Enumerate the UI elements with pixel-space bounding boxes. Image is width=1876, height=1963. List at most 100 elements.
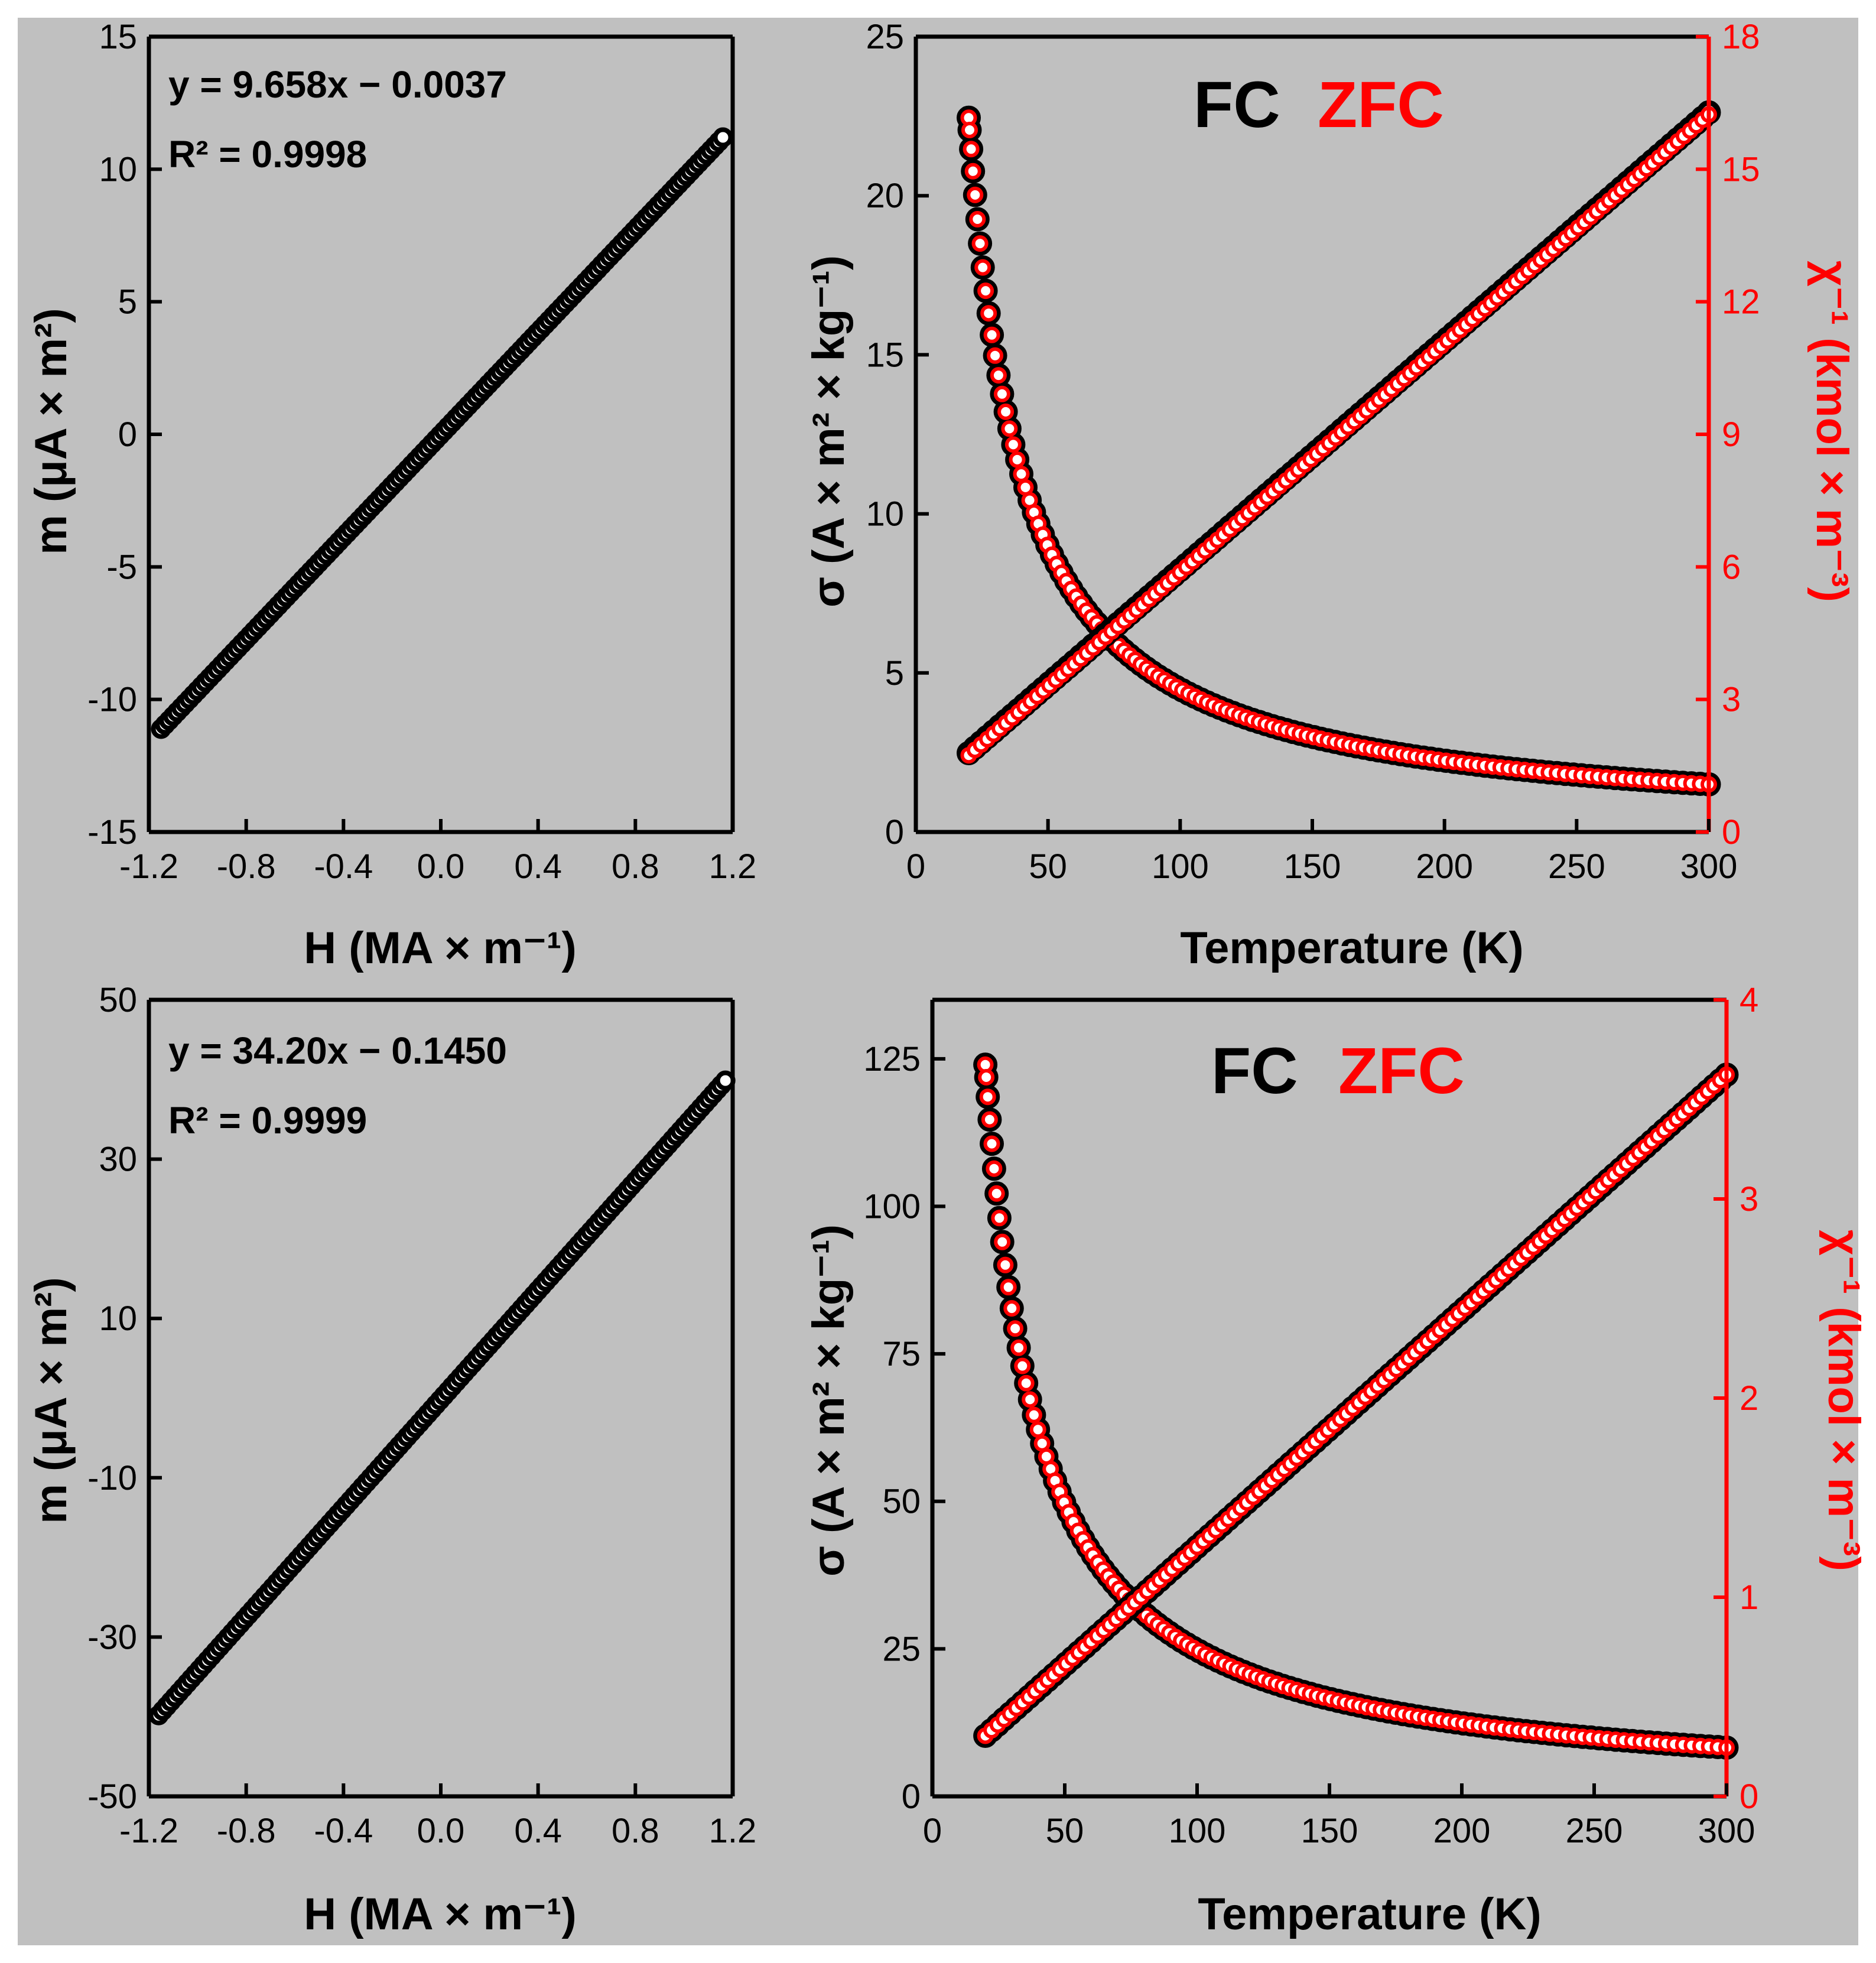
p3-y-tick-label: 10 xyxy=(99,1299,137,1338)
p2-series-1-point xyxy=(969,211,986,228)
p1-axes: -1.2 -0.8 -0.4 0.0 0.4 0.8 1.2 -15 -10 -5 0 5 10 15 xyxy=(87,18,756,886)
p4-series-1-point xyxy=(1010,1339,1028,1356)
p4-series-1-point xyxy=(1033,1435,1051,1452)
p3-y-tick-label: -30 xyxy=(87,1618,137,1656)
p4-marks xyxy=(973,1052,1739,1760)
p2-x-tick-label: 150 xyxy=(1284,847,1341,886)
p1-y-tick-label: -15 xyxy=(87,813,137,852)
p1-x-tick-label: 0.4 xyxy=(514,847,562,886)
p3-x-axis-label: H (MA × m⁻¹) xyxy=(304,1889,577,1939)
p1-fit-equation: y = 9.658x − 0.0037 xyxy=(168,63,507,106)
p2-series-1-point xyxy=(993,385,1010,402)
p3-x-tick-label: 0.4 xyxy=(514,1812,562,1850)
panel-top-left: -1.2 -0.8 -0.4 0.0 0.4 0.8 1.2 -15 -10 -5 0 5 10 15 y… xyxy=(26,18,756,973)
p2-series-1-point xyxy=(1017,479,1034,496)
p1-x-tick-label: -0.4 xyxy=(314,847,373,886)
p1-y-tick-label: 15 xyxy=(99,18,137,56)
p2-legend-zfc: ZFC xyxy=(1318,69,1444,141)
p2-series-1-point xyxy=(1004,436,1022,453)
p4-series-1-point xyxy=(983,1135,1000,1152)
p4-x-tick-label: 50 xyxy=(1046,1812,1084,1850)
p2-right-tick-label: 9 xyxy=(1722,415,1741,454)
p4-series-1-point xyxy=(991,1210,1008,1227)
p4-legend-fc: FC xyxy=(1211,1035,1298,1107)
p4-series-1-point xyxy=(997,1256,1014,1273)
p1-x-tick-label: 0.8 xyxy=(612,847,659,886)
p4-y-tick-label: 100 xyxy=(863,1187,921,1226)
p1-y-tick-label: 10 xyxy=(99,150,137,188)
p4-series-1-point xyxy=(981,1111,998,1128)
p4-x-axis-label: Temperature (K) xyxy=(1198,1889,1541,1939)
p4-y-tick-label: 125 xyxy=(863,1040,921,1078)
p1-x-axis-label: H (MA × m⁻¹) xyxy=(304,923,577,973)
figure-background xyxy=(18,18,1858,1945)
p1-y-tick-label: 5 xyxy=(118,283,137,321)
p2-series-1-point xyxy=(964,162,981,180)
p1-x-tick-label: -0.8 xyxy=(217,847,276,886)
p4-right-tick-label: 0 xyxy=(1740,1777,1758,1816)
p4-y-tick-label: 75 xyxy=(882,1335,921,1373)
p2-series-1-point xyxy=(990,367,1007,384)
p3-marks xyxy=(148,1070,736,1725)
p4-series-1-point xyxy=(979,1088,996,1106)
p2-right-tick-label: 3 xyxy=(1722,681,1741,719)
p2-y-tick-label: 10 xyxy=(866,495,904,534)
p2-right-tick-label: 0 xyxy=(1722,813,1741,852)
p2-right-axis-label: χ⁻¹ (kmol × m⁻³) xyxy=(1807,261,1857,602)
p4-x-tick-label: 200 xyxy=(1433,1812,1491,1850)
p4-series-1-point xyxy=(1000,1279,1017,1296)
p3-r-squared: R² = 0.9999 xyxy=(168,1099,367,1142)
p3-axes: -1.2 -0.8 -0.4 0.0 0.4 0.8 1.2 -50 -30 -10 10 30 50 xyxy=(87,981,756,1850)
p2-series-1-point xyxy=(987,347,1004,364)
p2-x-tick-label: 100 xyxy=(1152,847,1209,886)
p4-series-1-point xyxy=(1003,1300,1020,1317)
p2-y-tick-label: 15 xyxy=(866,336,904,374)
p4-right-tick-label: 1 xyxy=(1740,1578,1758,1617)
p3-x-tick-label: 0.8 xyxy=(612,1812,659,1850)
p2-y-tick-label: 0 xyxy=(885,813,904,852)
p2-series-1-point xyxy=(977,282,994,300)
p4-legend-zfc: ZFC xyxy=(1338,1035,1465,1107)
p2-y-axis-label: σ (A × m² × kg⁻¹) xyxy=(804,255,854,607)
p3-x-tick-label: -1.2 xyxy=(119,1812,178,1850)
p1-x-tick-label: 0.0 xyxy=(417,847,465,886)
p4-x-tick-label: 300 xyxy=(1698,1812,1755,1850)
p2-marks xyxy=(957,100,1721,797)
p4-right-axis-label: χ⁻¹ (kmol × m⁻³) xyxy=(1819,1230,1869,1571)
p2-series-1-point xyxy=(980,305,997,322)
p1-r-squared: R² = 0.9998 xyxy=(168,133,367,176)
p2-x-tick-label: 0 xyxy=(906,847,925,886)
p3-y-axis-label: m (μA × m²) xyxy=(26,1277,76,1523)
p2-series-1-point xyxy=(1013,466,1030,483)
p2-x-tick-label: 250 xyxy=(1548,847,1605,886)
p4-series-1-point xyxy=(1025,1406,1042,1424)
p4-y-tick-label: 25 xyxy=(882,1630,921,1668)
p4-x-tick-label: 100 xyxy=(1169,1812,1226,1850)
p4-y-tick-label: 50 xyxy=(882,1483,921,1521)
p2-right-tick-label: 18 xyxy=(1722,18,1760,56)
p3-x-tick-label: 0.0 xyxy=(417,1812,465,1850)
p4-y-tick-label: 0 xyxy=(902,1777,921,1816)
p2-y-tick-label: 5 xyxy=(885,654,904,693)
p3-y-tick-label: 50 xyxy=(99,981,137,1019)
p2-right-tick-label: 15 xyxy=(1722,150,1760,188)
p1-y-tick-label: 0 xyxy=(118,415,137,454)
p2-series-1-point xyxy=(983,326,1000,343)
p1-y-tick-label: -5 xyxy=(106,548,137,586)
p2-x-tick-label: 200 xyxy=(1416,847,1473,886)
p4-right-tick-label: 4 xyxy=(1740,981,1758,1019)
p2-y-tick-label: 25 xyxy=(866,18,904,56)
p4-right-tick-label: 3 xyxy=(1740,1180,1758,1218)
p4-x-tick-label: 150 xyxy=(1301,1812,1358,1850)
p2-series-1-point xyxy=(963,141,980,158)
p2-series-1-point xyxy=(1009,451,1026,468)
p3-x-tick-label: 1.2 xyxy=(709,1812,757,1850)
p2-series-1-point xyxy=(1001,420,1018,437)
p4-x-tick-label: 250 xyxy=(1566,1812,1623,1850)
p4-series-1-point xyxy=(988,1185,1005,1202)
p3-x-tick-label: -0.8 xyxy=(217,1812,276,1850)
p1-y-axis-label: m (μA × m²) xyxy=(26,308,76,554)
